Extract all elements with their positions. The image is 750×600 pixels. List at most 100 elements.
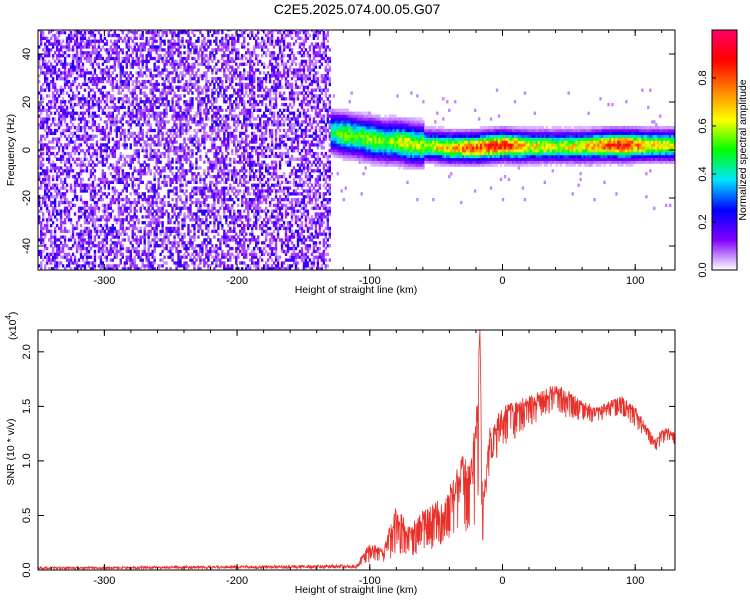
heatmap-cell bbox=[252, 249, 256, 254]
heatmap-cell bbox=[157, 97, 160, 101]
heatmap-cell bbox=[97, 100, 101, 104]
heatmap-cell bbox=[227, 42, 230, 46]
heatmap-cell bbox=[39, 134, 43, 138]
heatmap-cell bbox=[111, 246, 115, 251]
heatmap-cell bbox=[75, 39, 79, 43]
heatmap-cell bbox=[101, 79, 105, 84]
heatmap-cell bbox=[183, 88, 186, 92]
heatmap-cell bbox=[251, 163, 254, 167]
heatmap-cell bbox=[217, 180, 220, 184]
heatmap-cell bbox=[53, 206, 57, 210]
heatmap-cell bbox=[39, 223, 43, 228]
heatmap-cell bbox=[73, 195, 77, 199]
heatmap-cell bbox=[83, 45, 87, 49]
heatmap-cell bbox=[93, 221, 97, 225]
heatmap-cell bbox=[137, 238, 140, 242]
heatmap-cell bbox=[205, 154, 208, 159]
heatmap-cell bbox=[219, 48, 222, 52]
heatmap-cell bbox=[203, 143, 206, 147]
heatmap-cell bbox=[205, 88, 208, 92]
heatmap-cell bbox=[75, 246, 79, 251]
heatmap-cell bbox=[79, 56, 83, 61]
heatmap-cell bbox=[91, 120, 95, 124]
heatmap-cell bbox=[147, 212, 150, 216]
heatmap-cell bbox=[65, 200, 69, 205]
heatmap-cell bbox=[71, 79, 75, 84]
heatmap-cell bbox=[49, 163, 53, 167]
heatmap-cell bbox=[193, 117, 196, 121]
heatmap-cell bbox=[161, 100, 164, 104]
heatmap-cell bbox=[99, 39, 103, 43]
heatmap-cell bbox=[252, 146, 256, 150]
heatmap-cell bbox=[215, 111, 218, 115]
heatmap-cell bbox=[213, 54, 216, 58]
heatmap-cell bbox=[93, 59, 97, 64]
heatmap-cell bbox=[61, 114, 65, 118]
heatmap-cell bbox=[111, 232, 115, 236]
heatmap-cell bbox=[59, 221, 63, 225]
heatmap-cell bbox=[123, 114, 126, 118]
heatmap-cell bbox=[185, 59, 188, 64]
heatmap-cell bbox=[39, 137, 43, 141]
heatmap-cell bbox=[149, 68, 152, 72]
heatmap-cell bbox=[115, 120, 119, 124]
heatmap-cell bbox=[119, 85, 123, 89]
heatmap-cell bbox=[191, 102, 194, 107]
heatmap-cell bbox=[243, 244, 246, 248]
heatmap-cell bbox=[97, 62, 101, 66]
heatmap-cell bbox=[39, 232, 43, 236]
heatmap-cell bbox=[159, 221, 162, 225]
heatmap-cell bbox=[81, 33, 85, 38]
heatmap-cell bbox=[87, 120, 91, 124]
heatmap-cell bbox=[161, 59, 164, 64]
heatmap-cell bbox=[57, 212, 61, 216]
heatmap-cell bbox=[235, 33, 238, 38]
heatmap-cell bbox=[243, 157, 246, 161]
heatmap-cell bbox=[145, 56, 148, 61]
heatmap-cell bbox=[131, 244, 134, 248]
heatmap-cell bbox=[199, 91, 202, 95]
heatmap-cell bbox=[71, 54, 75, 58]
heatmap-cell bbox=[71, 71, 75, 75]
heatmap-cell bbox=[91, 206, 95, 210]
heatmap-cell bbox=[63, 151, 67, 156]
heatmap-cell bbox=[159, 172, 162, 176]
heatmap-cell bbox=[143, 249, 146, 254]
heatmap-cell bbox=[83, 229, 87, 233]
heatmap-cell bbox=[157, 209, 160, 213]
heatmap-cell bbox=[241, 246, 244, 251]
heatmap-cell bbox=[38, 56, 41, 61]
heatmap-cell bbox=[159, 143, 162, 147]
heatmap-cell bbox=[55, 192, 59, 196]
heatmap-cell bbox=[71, 232, 75, 236]
heatmap-cell bbox=[143, 192, 146, 196]
heatmap-cell bbox=[209, 160, 212, 164]
heatmap-cell bbox=[157, 218, 160, 222]
heatmap-cell bbox=[229, 94, 232, 98]
heatmap-cell bbox=[187, 48, 190, 52]
heatmap-cell bbox=[131, 218, 134, 222]
heatmap-cell bbox=[221, 85, 224, 89]
heatmap-cell bbox=[113, 226, 117, 231]
heatmap-cell bbox=[193, 42, 196, 46]
heatmap-cell bbox=[249, 151, 252, 156]
heatmap-cell bbox=[45, 223, 49, 228]
heatmap-cell bbox=[123, 218, 126, 222]
heatmap-cell bbox=[149, 149, 152, 153]
heatmap-cell bbox=[199, 105, 202, 110]
heatmap-cell bbox=[107, 68, 111, 72]
heatmap-cell bbox=[61, 209, 65, 213]
heatmap-cell bbox=[127, 212, 130, 216]
heatmap-cell bbox=[121, 163, 124, 167]
heatmap-cell bbox=[55, 30, 59, 35]
heatmap-cell bbox=[111, 166, 115, 170]
heatmap-cell bbox=[161, 209, 164, 213]
heatmap-cell bbox=[137, 195, 140, 199]
heatmap-cell bbox=[47, 85, 51, 89]
heatmap-cell bbox=[243, 131, 246, 136]
heatmap-cell bbox=[179, 154, 182, 159]
heatmap-cell bbox=[57, 189, 61, 193]
heatmap-cell bbox=[77, 206, 81, 210]
heatmap-cell bbox=[69, 261, 73, 265]
heatmap-cell bbox=[147, 200, 150, 205]
